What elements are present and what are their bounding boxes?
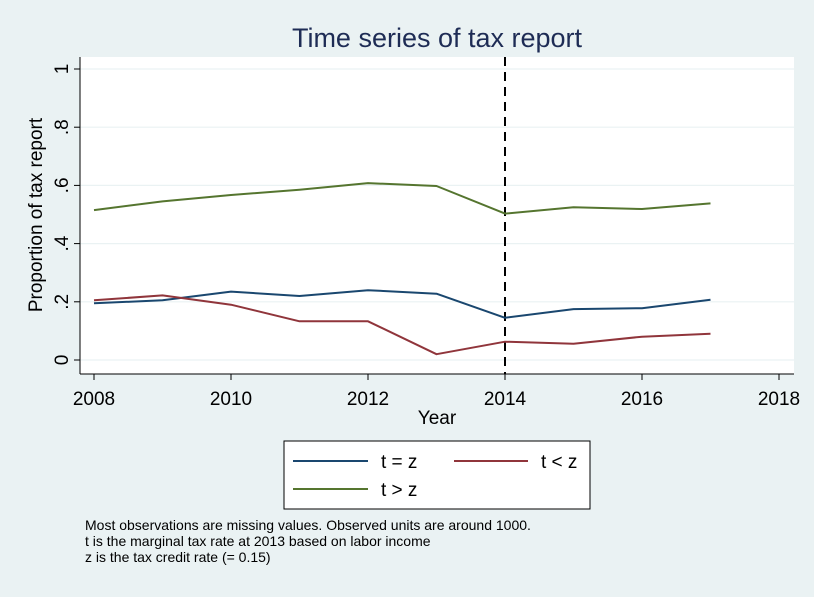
legend-label: t > z <box>381 480 417 501</box>
x-tick-label: 2014 <box>484 389 527 410</box>
chart-note: z is the tax credit rate (= 0.15) <box>85 549 271 565</box>
x-tick-label: 2016 <box>621 389 663 410</box>
chart-title: Time series of tax report <box>292 23 583 53</box>
y-tick-label: .8 <box>52 119 73 135</box>
x-tick-label: 2008 <box>73 389 115 410</box>
series-line <box>93 182 711 215</box>
y-tick-label: .2 <box>52 294 73 310</box>
series-line <box>93 289 711 319</box>
legend: t = z t < z t > z <box>293 452 577 501</box>
legend-box <box>283 440 591 510</box>
legend-label: t = z <box>381 452 417 473</box>
x-ticks-layer: 2008 2010 2012 2014 2016 2018 <box>73 374 800 410</box>
x-tick-label: 2018 <box>758 389 800 410</box>
x-tick-label: 2010 <box>210 389 252 410</box>
y-tick-label: 0 <box>52 355 73 366</box>
x-axis-label: Year <box>418 408 457 429</box>
y-tick-label: 1 <box>52 64 73 75</box>
y-tick-label: .6 <box>52 177 73 193</box>
chart-note: Most observations are missing values. Ob… <box>85 517 531 533</box>
legend-label: t < z <box>541 452 577 473</box>
x-tick-label: 2012 <box>347 389 389 410</box>
series-line <box>93 294 711 356</box>
chart-note: t is the marginal tax rate at 2013 based… <box>85 533 431 549</box>
series-layer <box>93 182 711 356</box>
y-ticks-layer: 0 .2 .4 .6 .8 1 <box>52 64 80 366</box>
plot-area <box>80 57 794 374</box>
y-tick-label: .4 <box>52 235 73 251</box>
grid-layer <box>80 68 794 361</box>
y-axis-label: Proportion of tax report <box>26 117 47 312</box>
